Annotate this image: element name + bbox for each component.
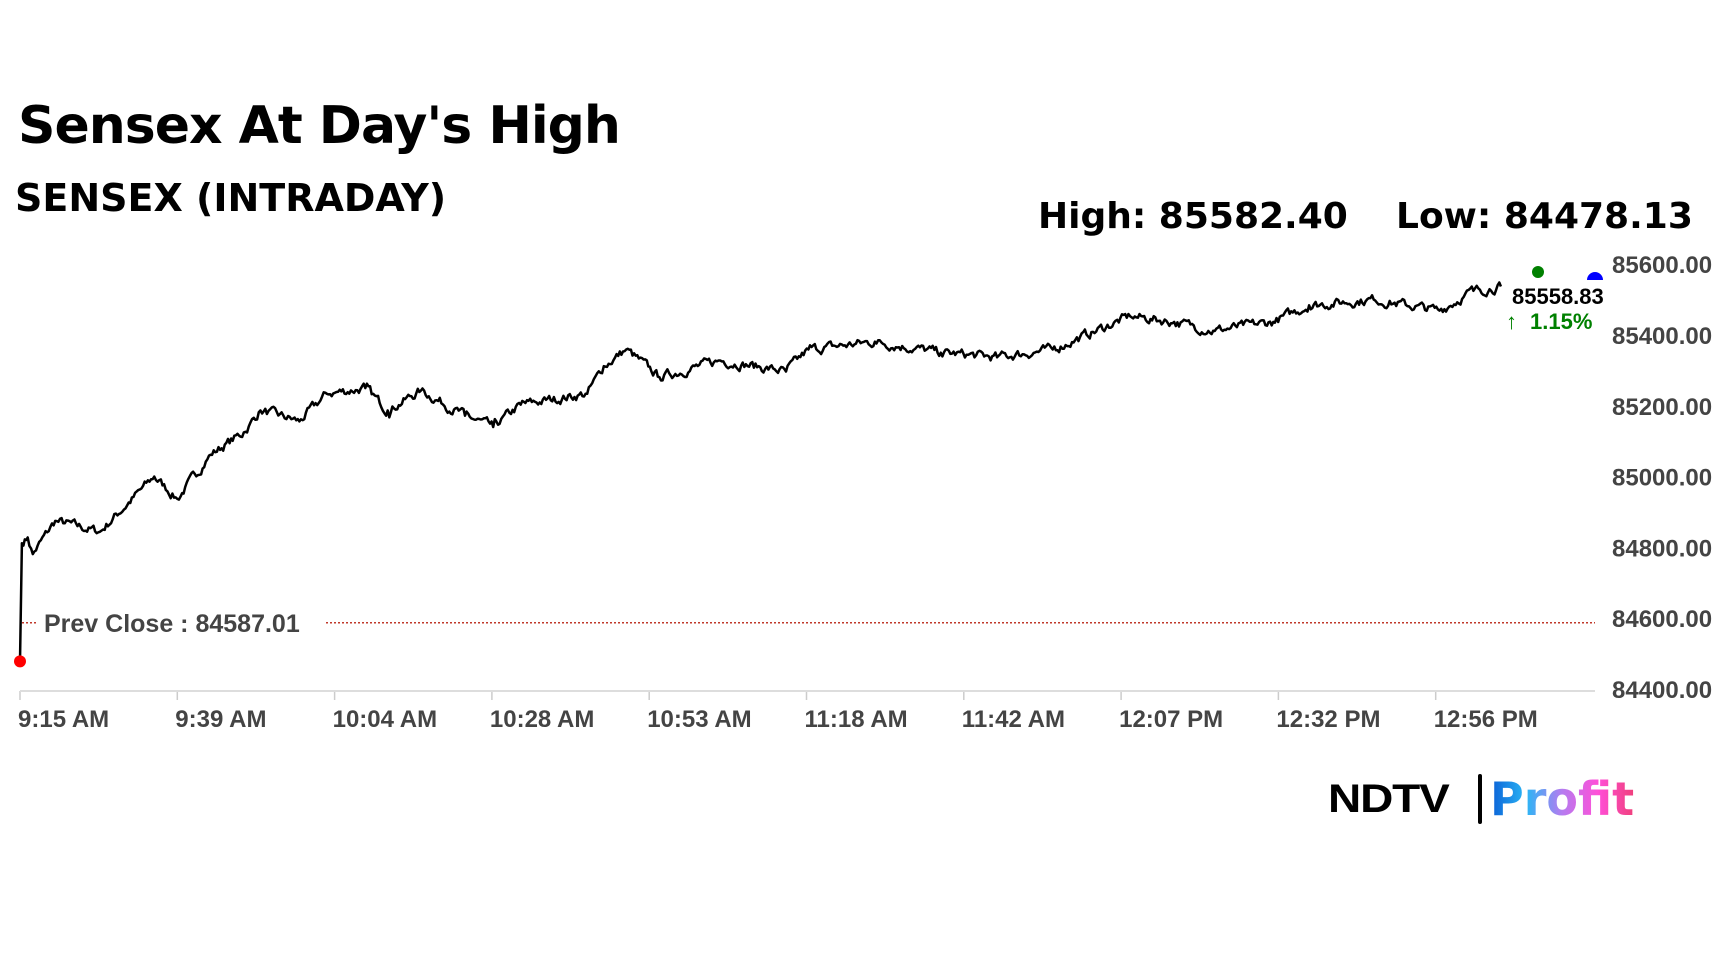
y-tick-label: 85400.00: [1612, 323, 1712, 350]
logo-brand: NDTV: [1328, 776, 1450, 821]
y-tick-label: 84400.00: [1612, 677, 1712, 704]
y-tick-label: 85200.00: [1612, 394, 1712, 421]
y-tick-label: 84800.00: [1612, 535, 1712, 562]
last-value-label: 85558.83: [1512, 284, 1604, 309]
prev-close-label-bg: [38, 605, 324, 640]
low-point-dot: [14, 655, 26, 668]
up-arrow-icon: ↑: [1506, 309, 1517, 334]
x-tick-label: 10:53 AM: [647, 706, 751, 733]
high-label: High: 85582.40: [1038, 196, 1348, 237]
y-tick-label: 84600.00: [1612, 606, 1712, 633]
sensex-line: [18, 281, 1503, 662]
x-tick-label: 10:04 AM: [333, 706, 437, 733]
high-point-dot: [1532, 266, 1544, 278]
logo-product: Profit: [1490, 772, 1635, 826]
x-tick-label: 9:39 AM: [175, 706, 266, 733]
chart-title: Sensex At Day's High: [18, 96, 621, 156]
x-tick-label: 9:15 AM: [18, 706, 109, 733]
change-label: 1.15%: [1530, 309, 1592, 334]
x-tick-label: 11:18 AM: [805, 706, 908, 733]
ndtv-profit-logo: NDTV Profit: [1328, 772, 1634, 826]
low-label: Low: 84478.13: [1396, 196, 1693, 237]
y-tick-label: 85600.00: [1612, 252, 1712, 279]
chart-subtitle: SENSEX (INTRADAY): [15, 176, 447, 220]
last-point-marker: [1587, 272, 1603, 280]
logo-divider: [1478, 774, 1482, 824]
prev-close-label: Prev Close : 84587.01: [44, 610, 300, 638]
x-tick-label: 12:07 PM: [1119, 706, 1223, 733]
x-tick-label: 10:28 AM: [490, 706, 594, 733]
x-tick-label: 12:32 PM: [1276, 706, 1380, 733]
y-tick-label: 85000.00: [1612, 465, 1712, 492]
x-tick-label: 12:56 PM: [1434, 706, 1538, 733]
x-tick-label: 11:42 AM: [962, 706, 1065, 733]
